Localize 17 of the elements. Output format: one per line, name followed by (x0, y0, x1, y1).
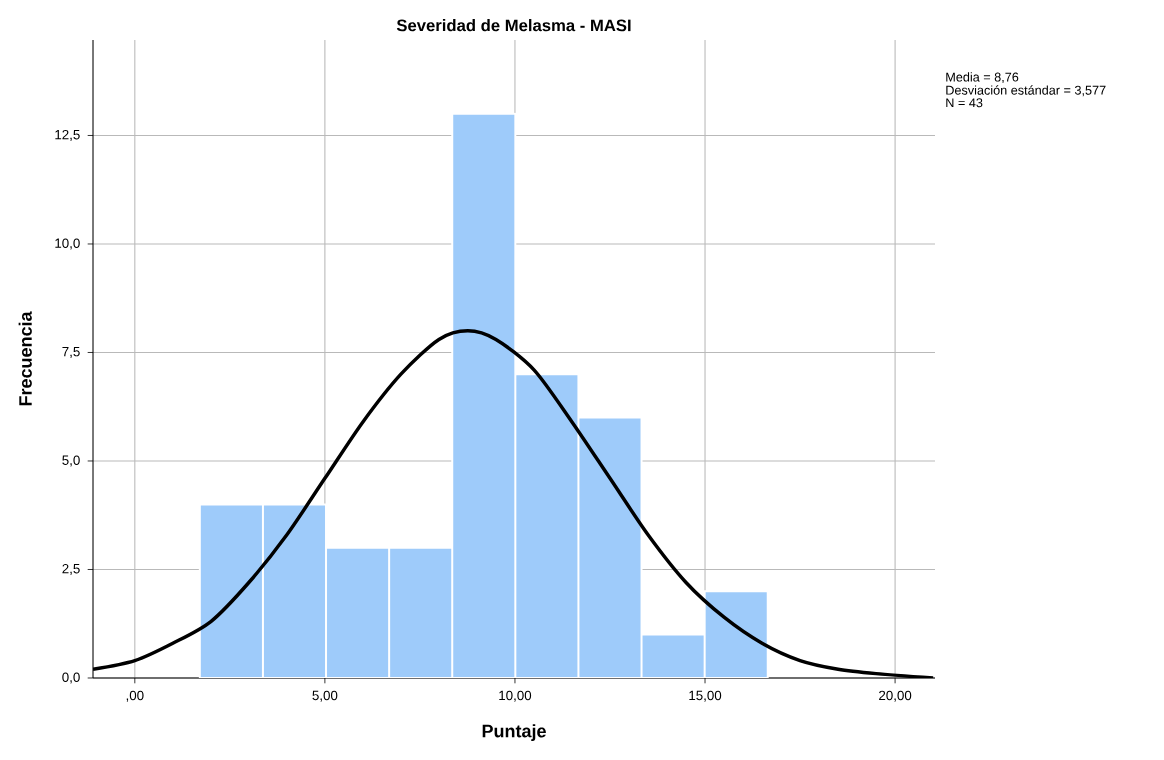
y-tick-label: 5,0 (62, 455, 80, 467)
chart-title: Severidad de Melasma - MASI (396, 19, 631, 32)
y-tick-label: 7,5 (62, 347, 80, 358)
y-tick-label: 2,5 (62, 563, 80, 575)
x-axis-title: Puntaje (482, 724, 546, 741)
y-tick-label: 0,0 (62, 672, 80, 684)
x-tick-label: 10,00 (499, 690, 532, 702)
text: Desviación estándar = 3,577 (946, 85, 1106, 97)
text: Media = 8,76 (946, 72, 1019, 84)
text: N = 43 (946, 98, 983, 108)
y-tick-label: 10,0 (55, 238, 80, 250)
x-tick-label: 15,00 (689, 690, 722, 702)
x-tick-label: 5,00 (312, 690, 338, 702)
y-axis-title: Frecuencia (18, 311, 32, 406)
x-tick-label: 20,00 (879, 690, 912, 702)
x-tick-label: ,00 (126, 690, 144, 702)
y-tick-label: 12,5 (55, 129, 80, 141)
